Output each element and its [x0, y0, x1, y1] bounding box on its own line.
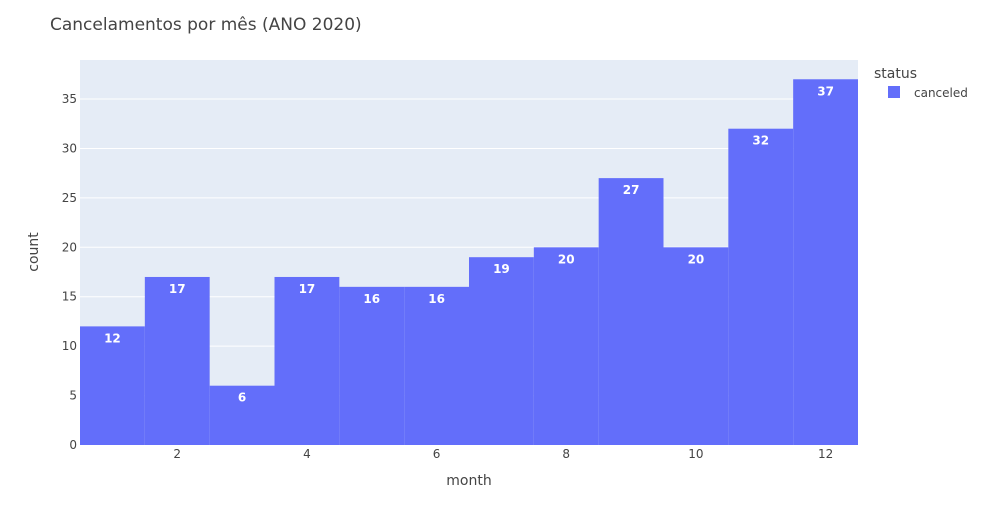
bar-month-3[interactable] — [209, 385, 275, 445]
x-tick-label: 4 — [303, 447, 311, 461]
bar-month-9[interactable] — [598, 178, 664, 445]
bar-month-1[interactable] — [80, 326, 145, 445]
bar-month-11[interactable] — [728, 128, 794, 445]
bar-month-2[interactable] — [144, 276, 210, 445]
bar-value-label: 12 — [104, 331, 121, 345]
legend-swatch-canceled[interactable] — [888, 86, 900, 98]
y-tick-label: 25 — [62, 191, 77, 205]
bar-value-label: 32 — [752, 134, 769, 148]
y-tick-label: 5 — [69, 389, 77, 403]
legend[interactable]: status canceled — [874, 66, 968, 100]
bar-value-label: 20 — [558, 252, 575, 266]
bar-value-label: 20 — [688, 252, 705, 266]
bar-month-8[interactable] — [533, 247, 599, 445]
y-tick-label: 10 — [62, 339, 77, 353]
x-tick-label: 8 — [562, 447, 570, 461]
bar-value-label: 17 — [169, 282, 186, 296]
bar-labels: 12 17 6 17 16 16 19 20 27 20 32 37 — [104, 84, 834, 404]
bar-value-label: 17 — [299, 282, 316, 296]
bar-value-label: 6 — [238, 391, 246, 405]
bar-value-label: 37 — [817, 84, 834, 98]
x-axis-ticks: 2 4 6 8 10 12 — [173, 447, 833, 461]
x-tick-label: 10 — [688, 447, 703, 461]
bar-value-label: 16 — [428, 292, 445, 306]
x-axis-title: month — [446, 473, 491, 489]
y-tick-label: 35 — [62, 92, 77, 106]
bar-value-label: 19 — [493, 262, 510, 276]
bar-month-12[interactable] — [793, 79, 858, 445]
x-tick-label: 12 — [818, 447, 833, 461]
legend-label-canceled[interactable]: canceled — [914, 86, 968, 100]
chart-title: Cancelamentos por mês (ANO 2020) — [50, 15, 362, 35]
bar-month-5[interactable] — [339, 286, 405, 445]
bar-value-label: 16 — [363, 292, 380, 306]
y-axis-ticks: 0 5 10 15 20 25 30 35 — [62, 92, 77, 452]
bar-month-10[interactable] — [663, 247, 729, 445]
bar-month-6[interactable] — [404, 286, 469, 445]
y-tick-label: 20 — [62, 240, 77, 254]
y-tick-label: 0 — [69, 438, 77, 452]
bar-month-4[interactable] — [274, 276, 340, 445]
bar-month-7[interactable] — [469, 257, 534, 445]
legend-title: status — [874, 66, 917, 82]
bar-value-label: 27 — [623, 183, 640, 197]
y-tick-label: 30 — [62, 141, 77, 155]
x-tick-label: 2 — [173, 447, 181, 461]
y-tick-label: 15 — [62, 290, 77, 304]
bars — [80, 79, 858, 445]
x-tick-label: 6 — [433, 447, 441, 461]
y-axis-title: count — [26, 232, 42, 272]
